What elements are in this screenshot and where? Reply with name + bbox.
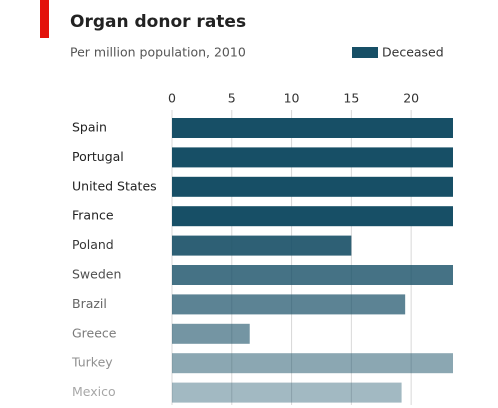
y-tick-label: Spain [72,120,107,135]
accent-bar [40,0,49,38]
bar [172,118,453,138]
legend: Deceased [352,45,444,60]
bar [172,206,453,227]
bar [172,235,352,256]
y-tick-label: Turkey [71,355,113,370]
y-tick-label: France [72,208,114,223]
x-tick-label: 5 [228,91,236,106]
legend-label: Deceased [382,45,444,60]
bar [172,353,453,374]
bar [172,382,402,403]
bar [172,147,453,168]
y-tick-label: Sweden [72,267,121,282]
x-tick-label: 10 [284,91,300,106]
y-tick-label: Portugal [72,149,124,164]
y-tick-label: United States [72,178,157,193]
y-tick-label: Poland [72,237,114,252]
bar [172,176,453,197]
bar [172,323,250,344]
chart-subtitle: Per million population, 2010 [70,45,246,60]
bar [172,265,453,285]
y-tick-label: Mexico [72,384,116,399]
chart-title: Organ donor rates [70,12,246,32]
x-tick-label: 20 [403,91,419,106]
labels: Spain Portugal United States France Poland Sw… [71,120,157,400]
y-tick-label: Greece [72,325,117,340]
bars [172,118,453,403]
y-tick-label: Brazil [72,296,107,311]
legend-swatch [352,47,378,58]
x-tick-label: 15 [343,91,359,106]
x-tick-label: 0 [168,91,176,106]
bar [172,294,406,315]
